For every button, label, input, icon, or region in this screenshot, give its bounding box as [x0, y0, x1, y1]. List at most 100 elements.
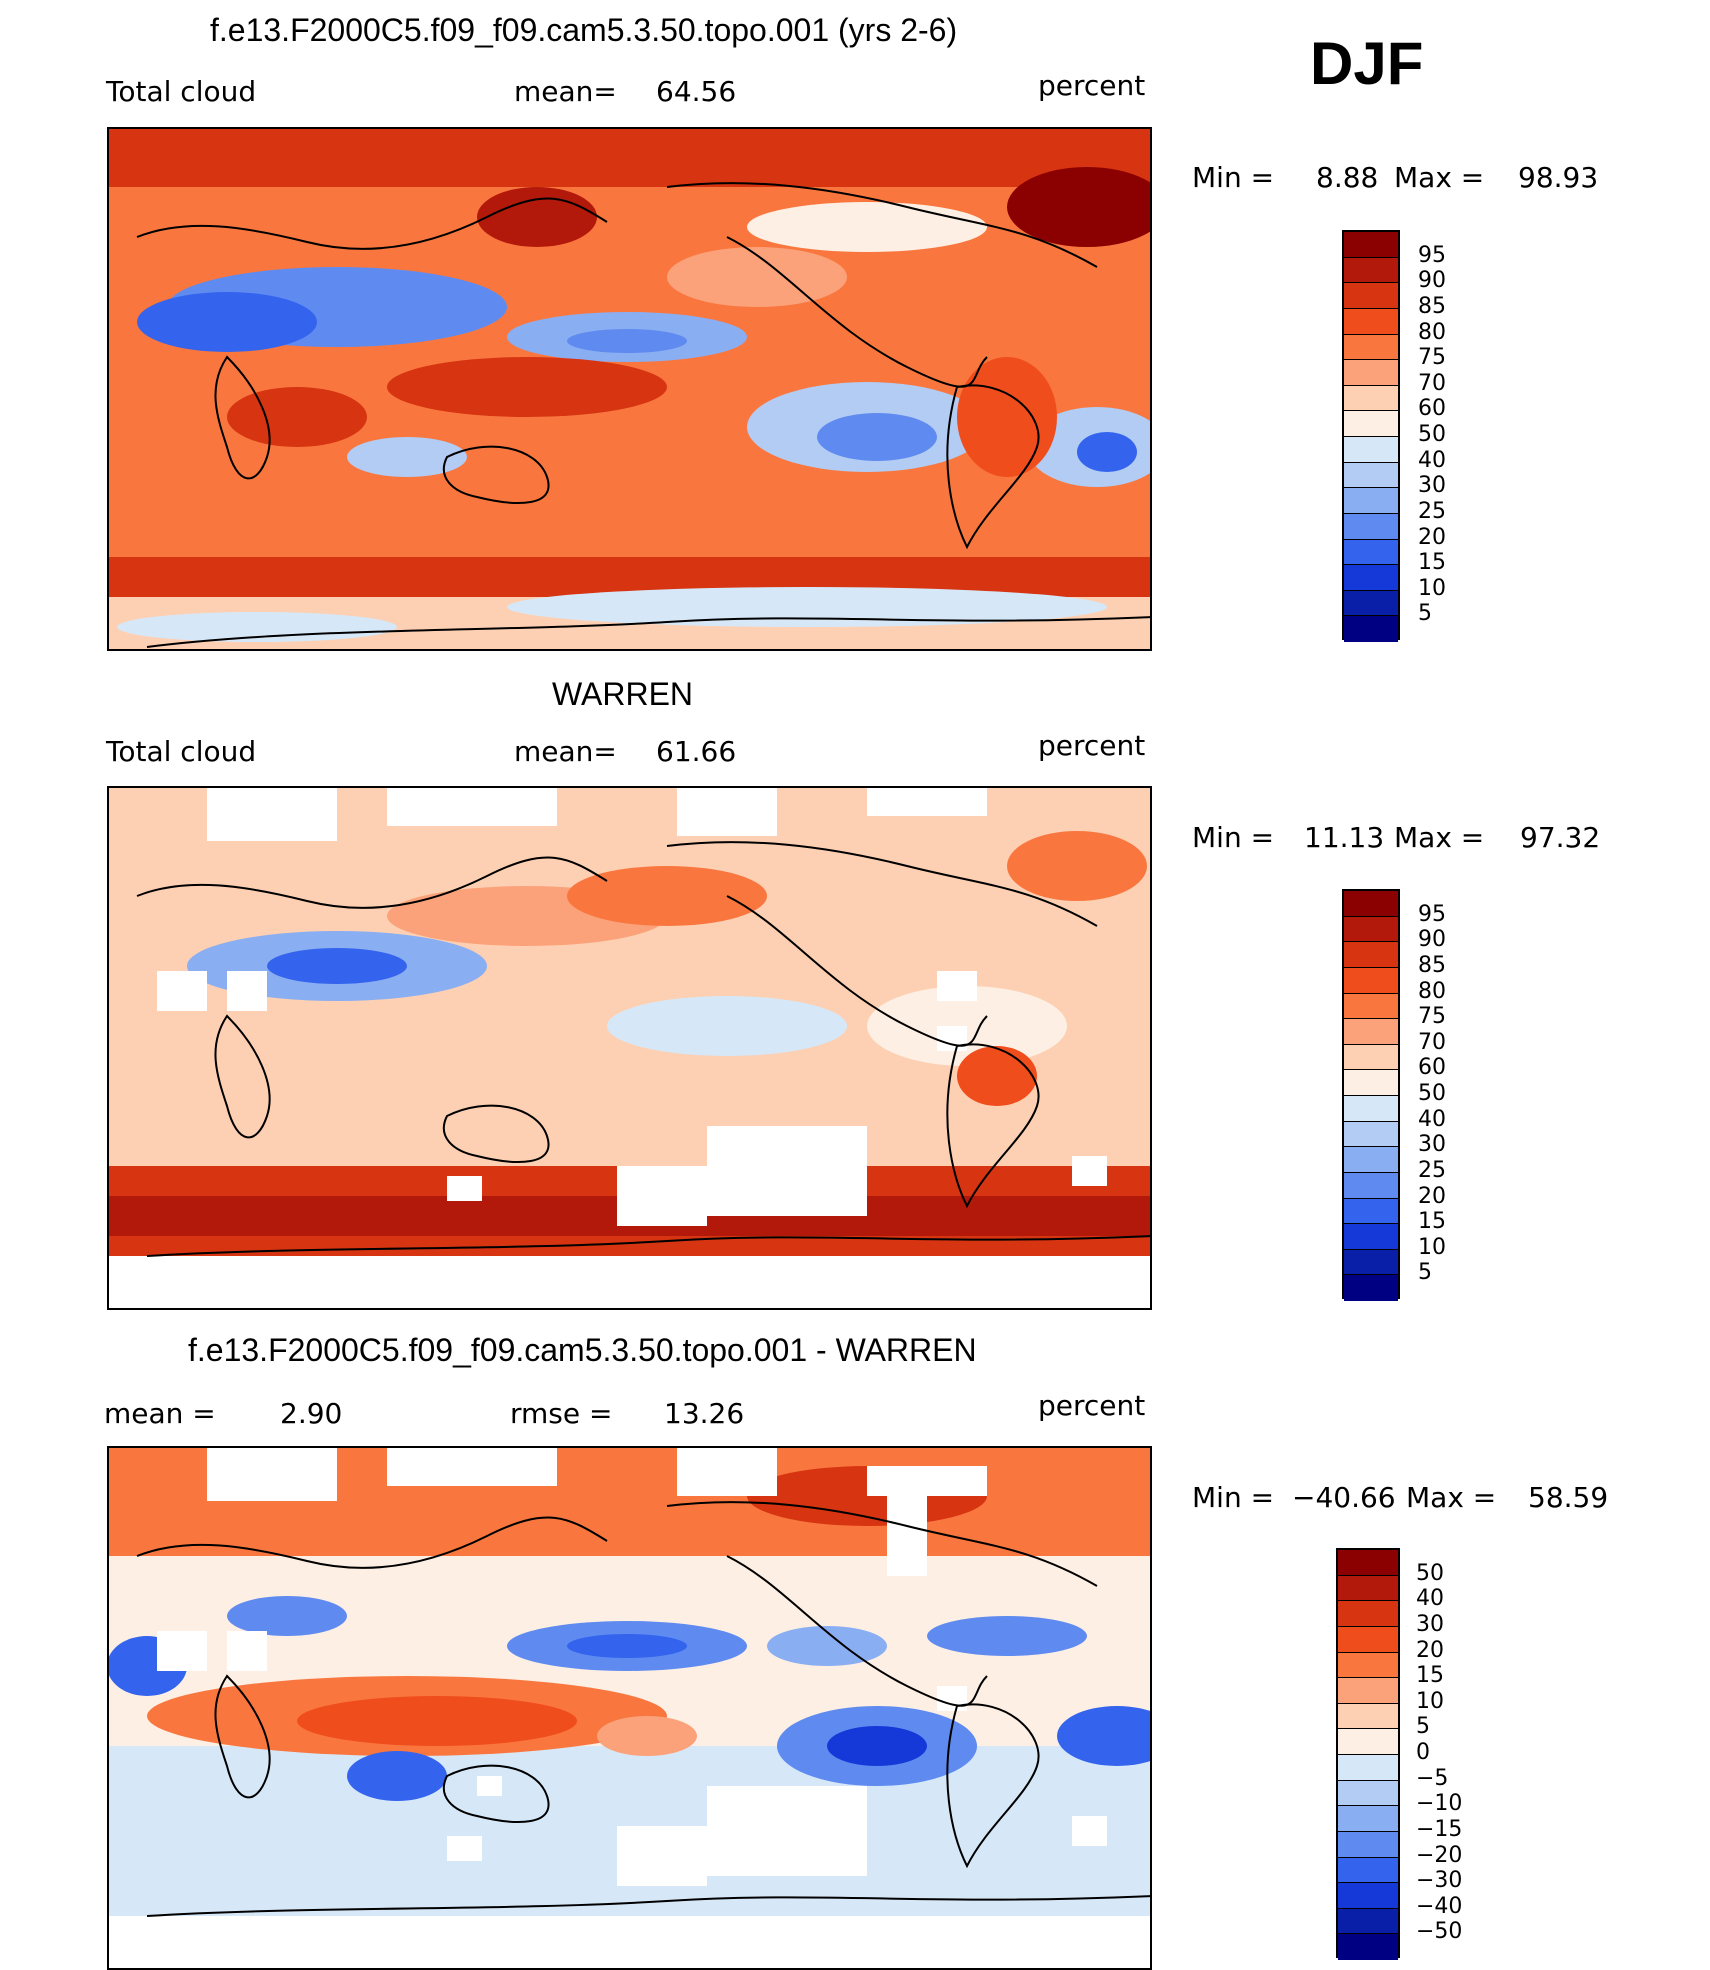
- colorbar-swatch: [1338, 1678, 1398, 1704]
- colorbar-swatch: [1344, 1070, 1398, 1096]
- colorbar-swatch: [1338, 1934, 1398, 1960]
- colorbar-tick-label: 50: [1418, 422, 1446, 447]
- colorbar-tick-label: 40: [1416, 1586, 1444, 1612]
- colorbar-swatch: [1344, 308, 1398, 335]
- panel1-variable-label: Total cloud: [106, 75, 257, 108]
- colorbar-tick-label: 80: [1418, 319, 1446, 345]
- colorbar-swatch: [1344, 1275, 1398, 1301]
- panel1-mean-value: 64.56: [656, 75, 737, 108]
- colorbar-tick-label: 20: [1418, 524, 1446, 550]
- colorbar-swatch: [1338, 1755, 1398, 1781]
- colorbar-swatch: [1344, 993, 1398, 1020]
- colorbar-tick-label: −40: [1416, 1893, 1463, 1919]
- colorbar-swatch: [1338, 1626, 1398, 1653]
- colorbar-swatch: [1344, 616, 1398, 642]
- colorbar-tick-label: 30: [1418, 1132, 1446, 1158]
- colorbar-tick-label: 30: [1416, 1611, 1444, 1637]
- colorbar-swatch: [1344, 539, 1398, 566]
- colorbar-swatch: [1344, 967, 1398, 994]
- colorbar-tick-label: 40: [1418, 1106, 1446, 1132]
- panel2-max-label: Max =: [1394, 821, 1485, 854]
- colorbar-swatch: [1344, 283, 1398, 309]
- panel3-min-value: −40.66: [1292, 1481, 1396, 1514]
- colorbar-tick-label: 90: [1418, 927, 1446, 953]
- colorbar-tick-label: 30: [1418, 473, 1446, 499]
- colorbar-swatch: [1344, 916, 1398, 943]
- colorbar-tick-label: 10: [1418, 1234, 1446, 1260]
- colorbar-tick-label: 80: [1418, 978, 1446, 1004]
- panel3-title: f.e13.F2000C5.f09_f09.cam5.3.50.topo.001…: [188, 1332, 977, 1368]
- colorbar-tick-label: 70: [1418, 1029, 1446, 1055]
- colorbar-swatch: [1344, 488, 1398, 514]
- colorbar-swatch: [1344, 1096, 1398, 1122]
- colorbar-tick-label: 10: [1416, 1688, 1444, 1714]
- panel3-max-value: 58.59: [1528, 1481, 1609, 1514]
- panel3-min-label: Min =: [1192, 1481, 1275, 1514]
- colorbar-tick-label: −5: [1416, 1765, 1449, 1791]
- colorbar-swatch: [1338, 1601, 1398, 1627]
- colorbar-swatch: [1344, 1044, 1398, 1071]
- colorbar-tick-label: 20: [1416, 1637, 1444, 1663]
- colorbar-tick-label: 85: [1418, 293, 1446, 319]
- colorbar-tick-label: 15: [1418, 1209, 1446, 1235]
- colorbar-tick-label: 60: [1418, 396, 1446, 422]
- colorbar-tick-label: 15: [1418, 550, 1446, 576]
- panel2-max-value: 97.32: [1520, 821, 1601, 854]
- panel3-units: percent: [1038, 1389, 1146, 1422]
- colorbar-tick-label: 90: [1418, 268, 1446, 294]
- colorbar-swatch: [1338, 1703, 1398, 1730]
- colorbar-strip: [1342, 889, 1400, 1301]
- colorbar-tick-label: 75: [1418, 345, 1446, 371]
- colorbar-swatch: [1344, 1198, 1398, 1225]
- colorbar-swatch: [1344, 462, 1398, 489]
- colorbar-swatch: [1344, 232, 1398, 258]
- panel3-rmse-label: rmse =: [510, 1397, 613, 1430]
- colorbar-swatch: [1338, 1857, 1398, 1884]
- panel1-title: f.e13.F2000C5.f09_f09.cam5.3.50.topo.001…: [210, 12, 958, 48]
- colorbar-swatch: [1344, 385, 1398, 412]
- panel3-mean-value: 2.90: [280, 1397, 343, 1430]
- colorbar-swatch: [1344, 1147, 1398, 1173]
- panel1-min-label: Min =: [1192, 161, 1275, 194]
- colorbar-swatch: [1338, 1883, 1398, 1909]
- colorbar-swatch: [1338, 1550, 1398, 1576]
- colorbar-tick-label: 25: [1418, 1157, 1446, 1183]
- panel1-max-label: Max =: [1394, 161, 1485, 194]
- panel2-min-label: Min =: [1192, 821, 1275, 854]
- colorbar-tick-label: 95: [1418, 901, 1446, 927]
- colorbar-swatch: [1338, 1575, 1398, 1602]
- panel2-mean-value: 61.66: [656, 735, 737, 768]
- colorbar-swatch: [1344, 1121, 1398, 1148]
- panel2-mean-label: mean=: [514, 735, 617, 768]
- colorbar-swatch: [1344, 257, 1398, 284]
- colorbar-tick-label: 85: [1418, 952, 1446, 978]
- colorbar-swatch: [1344, 1249, 1398, 1276]
- panel1-map: [107, 127, 1152, 651]
- panel1-max-value: 98.93: [1518, 161, 1599, 194]
- colorbar-tick-label: 5: [1416, 1714, 1430, 1740]
- colorbar-strip: [1342, 230, 1400, 642]
- colorbar-tick-label: −10: [1416, 1791, 1463, 1817]
- colorbar-tick-label: 50: [1418, 1081, 1446, 1106]
- colorbar-tick-label: 40: [1418, 447, 1446, 473]
- colorbar-swatch: [1344, 334, 1398, 361]
- colorbar-swatch: [1344, 565, 1398, 591]
- colorbar-tick-label: 70: [1418, 370, 1446, 396]
- panel3-max-label: Max =: [1406, 1481, 1497, 1514]
- colorbar-tick-label: 25: [1418, 498, 1446, 524]
- colorbar-tick-label: 60: [1418, 1055, 1446, 1081]
- colorbar-tick-label: 10: [1418, 575, 1446, 601]
- panel1-units: percent: [1038, 69, 1146, 102]
- panel3-rmse-value: 13.26: [664, 1397, 745, 1430]
- colorbar-tick-label: 5: [1418, 601, 1432, 627]
- colorbar-swatch: [1344, 411, 1398, 437]
- colorbar-swatch: [1338, 1806, 1398, 1832]
- colorbar-swatch: [1344, 513, 1398, 540]
- colorbar-tick-label: −20: [1416, 1842, 1463, 1868]
- panel2-title: WARREN: [552, 676, 694, 712]
- colorbar-tick-label: 50: [1416, 1560, 1444, 1586]
- colorbar-tick-label: −50: [1416, 1919, 1463, 1945]
- panel2-units: percent: [1038, 729, 1146, 762]
- colorbar-swatch: [1344, 1019, 1398, 1045]
- panel2-min-value: 11.13: [1304, 821, 1385, 854]
